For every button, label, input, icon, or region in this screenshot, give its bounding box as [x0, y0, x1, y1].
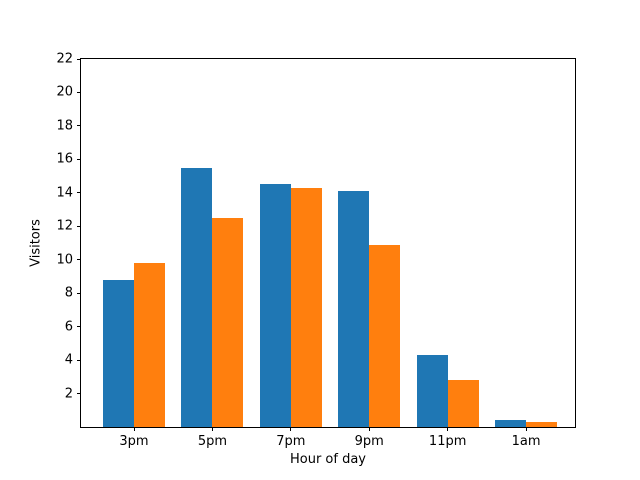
y-tick-mark	[77, 91, 81, 93]
x-tick-label: 1am	[511, 434, 541, 449]
x-tick-mark	[133, 427, 135, 431]
y-tick-mark	[77, 225, 81, 227]
y-tick-label: 20	[56, 84, 73, 100]
y-tick-mark	[77, 359, 81, 361]
x-tick-mark	[211, 427, 213, 431]
y-tick-mark	[77, 393, 81, 395]
y-tick-label: 16	[56, 151, 73, 167]
y-tick-label: 10	[56, 252, 73, 268]
y-tick-label: 2	[64, 386, 73, 402]
blue-series-bar-7pm	[259, 184, 291, 427]
x-tick-label: 9pm	[354, 434, 384, 449]
y-tick-mark	[77, 259, 81, 261]
blue-series-bar-11pm	[416, 355, 448, 427]
orange-series-bar-11pm	[447, 380, 479, 427]
x-tick-label: 3pm	[119, 434, 149, 449]
x-tick-mark	[525, 427, 527, 431]
y-tick-label: 12	[56, 218, 73, 234]
y-tick-label: 18	[56, 118, 73, 134]
blue-series-bar-3pm	[103, 279, 134, 427]
x-tick-label: 5pm	[197, 434, 227, 449]
orange-series-bar-1am	[526, 421, 558, 427]
plot-area: 2 4 6 8 10 12 14 16 18 20 22 3pm 5pm 7pm 9pm 11pm 1am	[56, 53, 576, 448]
blue-series-bar-5pm	[181, 167, 213, 427]
orange-series-bar-5pm	[212, 217, 244, 427]
y-tick-mark	[77, 292, 81, 294]
x-tick-mark	[447, 427, 449, 431]
y-tick-mark	[77, 58, 81, 60]
orange-series-bar-3pm	[134, 263, 165, 427]
x-tick-label: 7pm	[276, 434, 306, 449]
y-axis-label: Visitors	[28, 219, 44, 267]
y-tick-label: 8	[64, 285, 73, 301]
x-tick-mark	[290, 427, 292, 431]
y-tick-mark	[77, 158, 81, 160]
y-tick-mark	[77, 326, 81, 328]
orange-series-bar-9pm	[369, 244, 401, 427]
y-tick-label: 22	[56, 51, 73, 67]
y-tick-mark	[77, 125, 81, 127]
y-tick-label: 4	[64, 352, 73, 368]
x-tick-mark	[368, 427, 370, 431]
x-axis-label: Hour of day	[289, 452, 367, 467]
blue-series-bar-1am	[495, 420, 527, 427]
y-tick-mark	[77, 192, 81, 194]
y-tick-label: 6	[64, 319, 73, 335]
orange-series-bar-7pm	[290, 187, 322, 427]
y-tick-label: 14	[56, 185, 73, 201]
x-tick-label: 11pm	[428, 434, 467, 449]
blue-series-bar-9pm	[338, 191, 370, 427]
